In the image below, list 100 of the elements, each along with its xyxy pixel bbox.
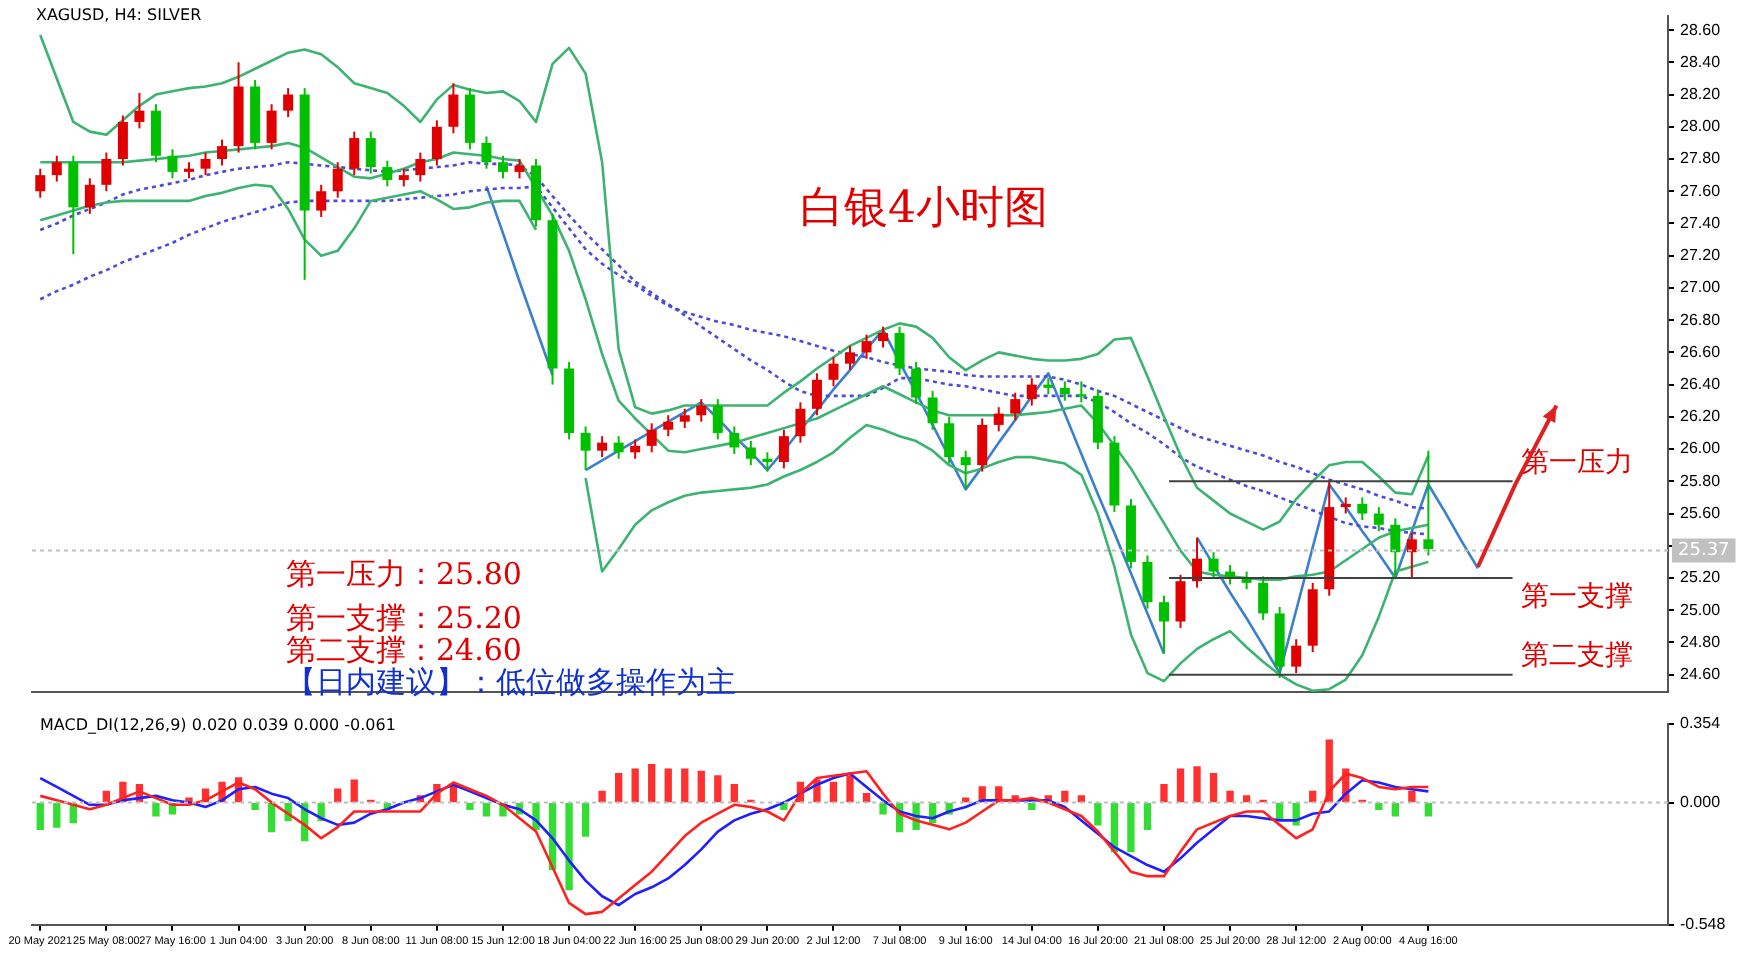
candlestick (51, 154, 62, 183)
bar (1127, 802, 1135, 853)
bar (846, 775, 854, 803)
annotation: 第二支撑：24.60 (286, 632, 522, 668)
y-tick-label: 0.000 (1680, 792, 1722, 811)
bar (1061, 790, 1069, 803)
annotation: 【日内建议】：低位做多操作为主 (286, 664, 736, 700)
candlestick (1390, 517, 1401, 579)
bar (1028, 802, 1036, 810)
bar (681, 768, 689, 803)
bar (714, 775, 722, 803)
annotation: MACD_DI(12,26,9) 0.020 0.039 0.000 -0.061 (40, 716, 396, 734)
bar (152, 802, 160, 817)
candlestick (84, 177, 95, 215)
bar (664, 768, 672, 803)
candlestick (845, 344, 855, 372)
bar (598, 790, 606, 803)
candlestick (415, 151, 426, 183)
y-tick-label: 28.60 (1680, 20, 1722, 39)
bar (962, 797, 970, 803)
candlestick (960, 449, 971, 491)
bar (1094, 802, 1102, 826)
candlestick (349, 130, 360, 177)
y-tick-label: 25.00 (1680, 600, 1722, 619)
candlestick (878, 325, 889, 349)
y-tick-label: 25.20 (1680, 568, 1722, 587)
bar (1143, 802, 1152, 830)
bar (648, 763, 656, 803)
bar (334, 788, 342, 803)
candlestick (1076, 380, 1087, 404)
ref-line-label: 第二支撑 (1520, 639, 1633, 672)
candlestick (630, 438, 641, 460)
y-tick-label: 27.80 (1680, 149, 1722, 168)
y-tick-label: 28.40 (1680, 52, 1722, 71)
candlestick (712, 398, 723, 441)
y-tick-label: 28.20 (1680, 84, 1722, 103)
candlestick (729, 425, 740, 455)
y-tick-label: 26.60 (1680, 342, 1722, 361)
bar (614, 772, 623, 803)
y-tick-label: 26.80 (1680, 310, 1722, 329)
bar (862, 792, 871, 803)
candlestick (1026, 377, 1037, 407)
bar (879, 802, 887, 815)
bar (251, 802, 259, 810)
bar (53, 802, 61, 828)
candlestick (481, 135, 492, 170)
bar (482, 802, 491, 817)
candlestick (1092, 388, 1103, 451)
candlestick (200, 151, 211, 177)
candlestick (448, 82, 459, 135)
candlestick (597, 435, 608, 459)
candlestick (679, 407, 690, 430)
annotation: 第一支撑：25.20 (286, 600, 522, 636)
candlestick (1010, 391, 1021, 422)
candlestick (696, 398, 707, 423)
bar (1077, 795, 1086, 803)
y-tick-label: 0.354 (1680, 714, 1722, 733)
candlestick (795, 401, 806, 444)
y-tick-label: 26.40 (1680, 375, 1722, 394)
bar (1309, 790, 1317, 803)
candlestick (861, 333, 872, 360)
candlestick (778, 428, 789, 470)
candlestick (1175, 573, 1186, 629)
candlestick (663, 414, 674, 438)
y-tick-label: 27.40 (1680, 213, 1722, 232)
candlestick (217, 138, 228, 167)
bar (730, 784, 738, 803)
y-tick-label: 26.00 (1680, 439, 1722, 458)
y-tick-label: 28.00 (1680, 117, 1722, 136)
y-tick-label: 27.20 (1680, 246, 1722, 265)
ref-line-label: 25.37 (1678, 541, 1730, 562)
ref-line-label: 第一支撑 (1520, 581, 1633, 614)
candlestick (944, 415, 955, 465)
candlestick (745, 440, 756, 467)
bar (581, 802, 590, 837)
bar (1408, 790, 1416, 803)
candlestick (1158, 594, 1169, 655)
bar (466, 802, 474, 810)
bar (1176, 768, 1185, 803)
bar (102, 790, 111, 803)
candlestick (134, 91, 145, 130)
bar (36, 802, 44, 830)
candlestick (911, 361, 922, 405)
candlestick (316, 183, 327, 219)
y-tick-label: 27.60 (1680, 181, 1722, 200)
candlestick (1142, 554, 1153, 610)
y-tick-label: 27.00 (1680, 278, 1722, 297)
y-tick-label: 24.60 (1680, 665, 1722, 684)
candlestick (1373, 506, 1384, 533)
bar (1193, 766, 1201, 803)
bar (565, 802, 573, 891)
candlestick (580, 425, 591, 472)
bar (350, 779, 358, 803)
candlestick (1208, 551, 1219, 579)
candlestick (894, 325, 905, 376)
candlestick (266, 103, 277, 151)
candlestick (977, 417, 988, 473)
bar (631, 768, 639, 803)
candlestick (382, 159, 393, 188)
candlestick (283, 87, 294, 119)
